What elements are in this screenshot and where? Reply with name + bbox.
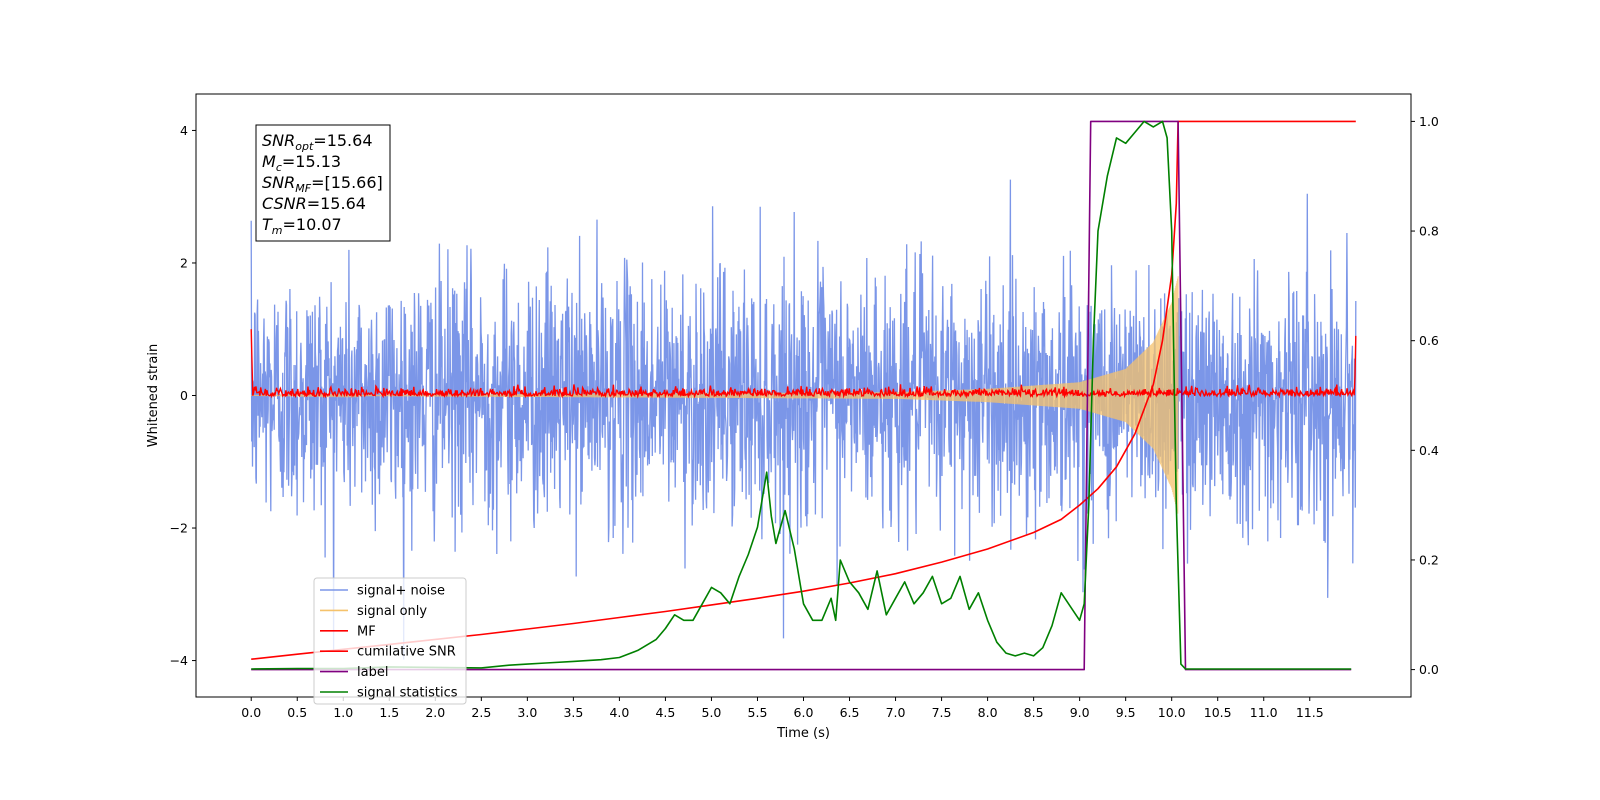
x-tick-label: 0.0	[241, 705, 261, 720]
x-tick-label: 7.5	[932, 705, 952, 720]
x-tick-label: 8.5	[1024, 705, 1044, 720]
y-right-tick-label: 0.0	[1419, 662, 1439, 677]
x-tick-label: 11.0	[1250, 705, 1278, 720]
y-axis-right: 0.0 0.2 0.4 0.6 0.8 1.0	[1411, 114, 1439, 677]
info-line: Mc=15.13	[262, 152, 341, 174]
x-tick-label: 10.5	[1204, 705, 1232, 720]
x-tick-label: 11.5	[1296, 705, 1324, 720]
x-tick-label: 1.5	[379, 705, 399, 720]
x-tick-label: 0.5	[287, 705, 307, 720]
series-signal-statistics	[251, 120, 1352, 670]
x-tick-label: 9.0	[1070, 705, 1090, 720]
legend-label: signal+ noise	[357, 584, 445, 599]
info-box: SNRopt=15.64Mc=15.13SNRMF=[15.66]CSNR=15…	[255, 124, 391, 242]
legend-label: signal only	[357, 604, 427, 619]
x-tick-label: 6.5	[840, 705, 860, 720]
x-tick-label: 6.0	[794, 705, 814, 720]
y-left-tick-label: 0	[180, 388, 188, 403]
y-left-tick-label: −4	[170, 653, 188, 668]
y-axis-left: −4 −2 0 2 4	[170, 123, 196, 668]
x-tick-label: 8.0	[978, 705, 998, 720]
y-axis-title: Whitened strain	[146, 344, 161, 447]
series-mf	[250, 329, 1357, 399]
y-right-tick-label: 0.2	[1419, 552, 1439, 567]
info-line: CSNR=15.64	[262, 194, 366, 213]
x-tick-label: 5.0	[702, 705, 722, 720]
legend-frame	[313, 577, 467, 705]
info-line: SNRopt=15.64	[262, 131, 373, 153]
y-left-tick-label: −2	[170, 521, 188, 536]
legend-label: MF	[357, 624, 376, 639]
y-left-tick-label: 4	[180, 123, 188, 138]
x-tick-label: 4.0	[609, 705, 629, 720]
x-tick-label: 2.5	[471, 705, 491, 720]
legend: signal+ noise signal only MF cumilative SNR…	[313, 577, 467, 705]
x-axis: 0.0 0.5 1.0 1.5 2.0 2.5 3.0 3.5 4.0 4.5 5.0 5.5 6.0 6…	[241, 697, 1324, 720]
x-tick-label: 9.5	[1116, 705, 1136, 720]
x-tick-label: 3.5	[563, 705, 583, 720]
x-tick-label: 4.5	[655, 705, 675, 720]
x-tick-label: 3.0	[517, 705, 537, 720]
legend-label: signal statistics	[357, 686, 458, 701]
info-line: Tm=10.07	[262, 215, 342, 237]
x-tick-label: 1.0	[333, 705, 353, 720]
y-right-tick-label: 1.0	[1419, 114, 1439, 129]
legend-label: label	[357, 665, 388, 680]
y-left-tick-label: 2	[180, 255, 188, 270]
y-right-tick-label: 0.4	[1419, 443, 1439, 458]
info-line: SNRMF=[15.66]	[262, 173, 383, 195]
y-right-tick-label: 0.6	[1419, 333, 1439, 348]
x-tick-label: 7.0	[886, 705, 906, 720]
x-tick-label: 10.0	[1158, 705, 1186, 720]
x-tick-label: 2.0	[425, 705, 445, 720]
x-axis-title: Time (s)	[776, 726, 830, 741]
legend-label: cumilative SNR	[357, 645, 456, 660]
y-right-tick-label: 0.8	[1419, 224, 1439, 239]
x-tick-label: 5.5	[748, 705, 768, 720]
info-box-frame	[255, 124, 391, 242]
